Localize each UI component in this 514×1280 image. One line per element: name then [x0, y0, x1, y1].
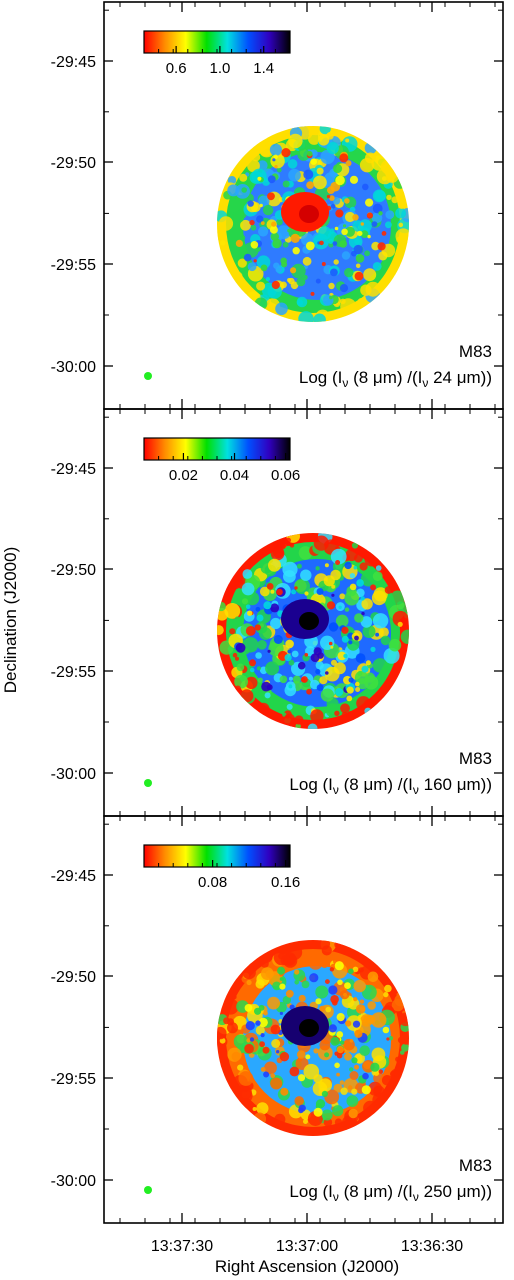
colorbar-tick-label: 1.0 [209, 60, 230, 77]
y-tick-label: -30:00 [51, 1173, 96, 1190]
y-tick-label: -29:55 [51, 257, 96, 274]
y-tick-label: -29:50 [51, 969, 96, 986]
quantity-label: Log (Iν (8 μm) /(Iν 160 μm)) [289, 775, 492, 797]
x-tick-label: 13:37:00 [276, 1238, 338, 1255]
panel-1: 0.6 1.0 1.4 -29:45 -29:50 -29:55 -30:00 M83 Log … [51, 1, 504, 410]
ratio-map [217, 940, 409, 1136]
x-axis-label: Right Ascension (J2000) [215, 1257, 399, 1276]
y-tick-label: -29:55 [51, 664, 96, 681]
object-label: M83 [459, 342, 492, 361]
colorbar-tick-label: 0.04 [220, 467, 249, 484]
ratio-map [217, 533, 409, 729]
quantity-label: Log (Iν (8 μm) /(Iν 24 μm)) [299, 368, 492, 390]
y-axis-label: Declination (J2000) [1, 547, 20, 693]
colorbar-tick-label: 0.02 [169, 467, 198, 484]
beam-marker [144, 779, 152, 787]
x-tick-label: 13:37:30 [151, 1238, 213, 1255]
y-tick-label: -29:45 [51, 868, 96, 885]
y-tick-label: -29:45 [51, 461, 96, 478]
colorbar-tick-label: 1.4 [253, 60, 274, 77]
quantity-label: Log (Iν (8 μm) /(Iν 250 μm)) [289, 1182, 492, 1204]
panel-2: 0.02 0.04 0.06 -29:45 -29:50 -29:55 -30:00 M83 L… [51, 408, 504, 817]
y-tick-label: -30:00 [51, 766, 96, 783]
colorbar-tick-label: 0.6 [166, 60, 187, 77]
panel-frame [103, 815, 504, 1224]
colorbar-tick-label: 0.06 [271, 467, 300, 484]
panel-3: 0.08 0.16 -29:45 -29:50 -29:55 -30:00 M83 Log (… [51, 815, 504, 1224]
y-tick-label: -29:45 [51, 54, 96, 71]
object-label: M83 [459, 749, 492, 768]
beam-marker [144, 1186, 152, 1194]
beam-marker [144, 372, 152, 380]
ratio-map [217, 126, 409, 322]
y-tick-label: -29:50 [51, 562, 96, 579]
y-tick-label: -30:00 [51, 359, 96, 376]
colorbar-tick-label: 0.08 [198, 874, 227, 891]
y-tick-label: -29:50 [51, 155, 96, 172]
x-tick-label: 13:36:30 [401, 1238, 463, 1255]
object-label: M83 [459, 1156, 492, 1175]
colorbar-tick-label: 0.16 [271, 874, 300, 891]
y-tick-label: -29:55 [51, 1071, 96, 1088]
